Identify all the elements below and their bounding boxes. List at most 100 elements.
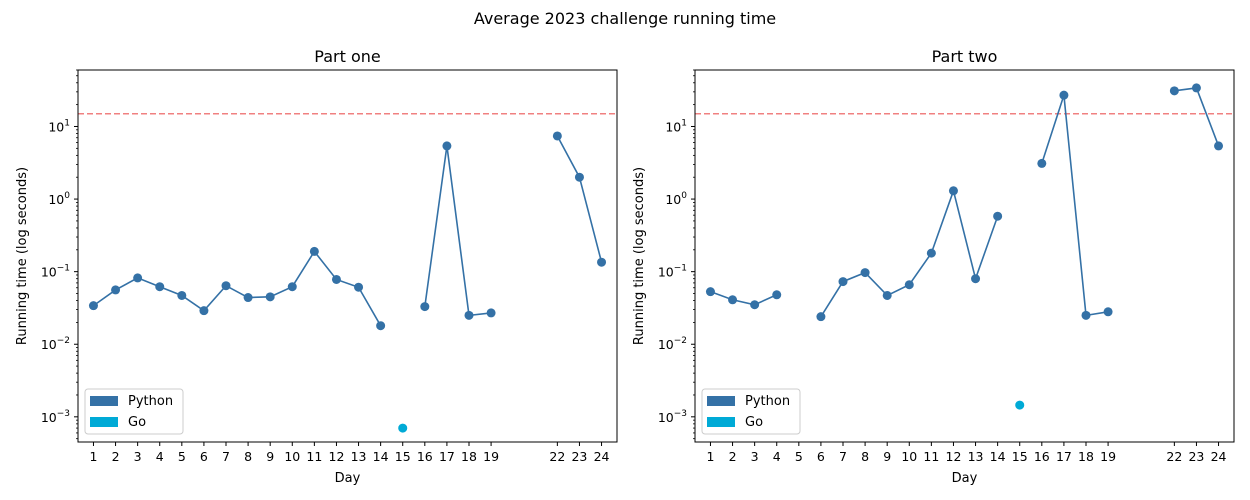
x-tick-label: 14 [373, 449, 389, 464]
python-data-point [376, 321, 386, 331]
python-data-point [243, 293, 253, 303]
x-tick-label: 6 [817, 449, 825, 464]
python-data-point [882, 290, 892, 300]
x-tick-label: 22 [549, 449, 565, 464]
python-data-point [155, 282, 165, 292]
python-data-point [1191, 83, 1201, 93]
python-data-point [728, 295, 738, 305]
python-data-point [88, 301, 98, 311]
x-tick-label: 3 [751, 449, 759, 464]
legend-swatch-python [90, 396, 118, 406]
legend-swatch-go [90, 417, 118, 427]
python-data-point [309, 246, 319, 256]
y-tick-label: 10−3 [41, 409, 70, 425]
python-data-point [926, 248, 936, 258]
x-tick-label: 4 [156, 449, 164, 464]
x-tick-label: 14 [990, 449, 1006, 464]
python-data-point [464, 310, 474, 320]
chart-title: Part one [314, 47, 380, 66]
x-tick-label: 18 [1078, 449, 1094, 464]
x-tick-label: 9 [883, 449, 891, 464]
x-tick-label: 15 [1012, 449, 1028, 464]
plot-frame [694, 69, 1235, 443]
python-data-point [772, 290, 782, 300]
x-tick-label: 10 [284, 449, 300, 464]
python-data-point [1081, 310, 1091, 320]
legend-label-python: Python [745, 394, 790, 409]
x-tick-label: 10 [901, 449, 917, 464]
figure-title: Average 2023 challenge running time [474, 9, 776, 28]
x-tick-label: 1 [89, 449, 97, 464]
plot-frame [77, 69, 618, 443]
x-axis-label: Day [952, 471, 978, 486]
python-series-line [424, 145, 492, 317]
y-tick-label: 10−3 [658, 409, 687, 425]
python-series-line [820, 188, 999, 318]
chart-title: Part two [932, 47, 998, 66]
python-data-point [860, 268, 870, 278]
x-tick-label: 2 [112, 449, 120, 464]
x-tick-label: 16 [1034, 449, 1050, 464]
x-tick-label: 24 [594, 449, 610, 464]
x-tick-label: 19 [1100, 449, 1116, 464]
python-data-point [597, 257, 607, 267]
go-data-point [398, 423, 408, 433]
x-tick-label: 7 [839, 449, 847, 464]
python-data-point [1103, 307, 1113, 317]
python-data-point [420, 302, 430, 312]
x-tick-label: 9 [266, 449, 274, 464]
x-tick-label: 23 [1188, 449, 1204, 464]
y-axis-label: Running time (log seconds) [632, 167, 647, 345]
x-tick-label: 13 [968, 449, 984, 464]
python-data-point [287, 282, 297, 292]
x-tick-label: 1 [706, 449, 714, 464]
y-axis-label: Running time (log seconds) [15, 167, 30, 345]
x-tick-label: 7 [222, 449, 230, 464]
python-data-point [221, 281, 231, 291]
y-tick-label: 10−2 [658, 336, 687, 352]
python-data-point [574, 172, 584, 182]
x-tick-label: 24 [1211, 449, 1227, 464]
x-tick-label: 15 [395, 449, 411, 464]
python-data-point [486, 308, 496, 318]
x-tick-label: 12 [329, 449, 345, 464]
x-tick-label: 13 [351, 449, 367, 464]
python-data-point [750, 300, 760, 310]
x-tick-label: 11 [923, 449, 939, 464]
legend-label-go: Go [128, 415, 146, 430]
python-data-point [948, 186, 958, 196]
x-axis-label: Day [335, 471, 361, 486]
chart-part-two: Part two Day Running time (log seconds) … [632, 47, 1235, 486]
x-tick-label: 3 [134, 449, 142, 464]
x-tick-label: 8 [244, 449, 252, 464]
x-tick-label: 19 [483, 449, 499, 464]
x-tick-label: 16 [417, 449, 433, 464]
x-tick-label: 6 [200, 449, 208, 464]
python-data-point [1169, 86, 1179, 96]
python-data-point [331, 274, 341, 284]
chart-part-one: Part one Day Running time (log seconds) … [15, 47, 618, 486]
y-tick-label: 100 [48, 191, 70, 207]
python-data-point [199, 306, 209, 316]
x-tick-label: 5 [795, 449, 803, 464]
y-tick-label: 100 [665, 191, 687, 207]
x-tick-label: 12 [946, 449, 962, 464]
python-series-line [1174, 87, 1220, 147]
y-tick-label: 10−1 [41, 264, 70, 280]
go-data-point [1015, 400, 1025, 410]
legend-label-go: Go [745, 415, 763, 430]
python-data-point [552, 131, 562, 141]
x-tick-label: 23 [571, 449, 587, 464]
python-data-point [265, 292, 275, 302]
y-tick-label: 101 [665, 118, 687, 134]
x-tick-label: 17 [1056, 449, 1072, 464]
python-data-point [1037, 158, 1047, 168]
python-series-line [710, 290, 778, 306]
legend: Python Go [84, 388, 184, 435]
x-tick-label: 11 [306, 449, 322, 464]
x-tick-label: 8 [861, 449, 869, 464]
python-data-point [177, 290, 187, 300]
python-data-point [705, 287, 715, 297]
python-data-point [1214, 141, 1224, 151]
python-series-line [92, 250, 382, 327]
